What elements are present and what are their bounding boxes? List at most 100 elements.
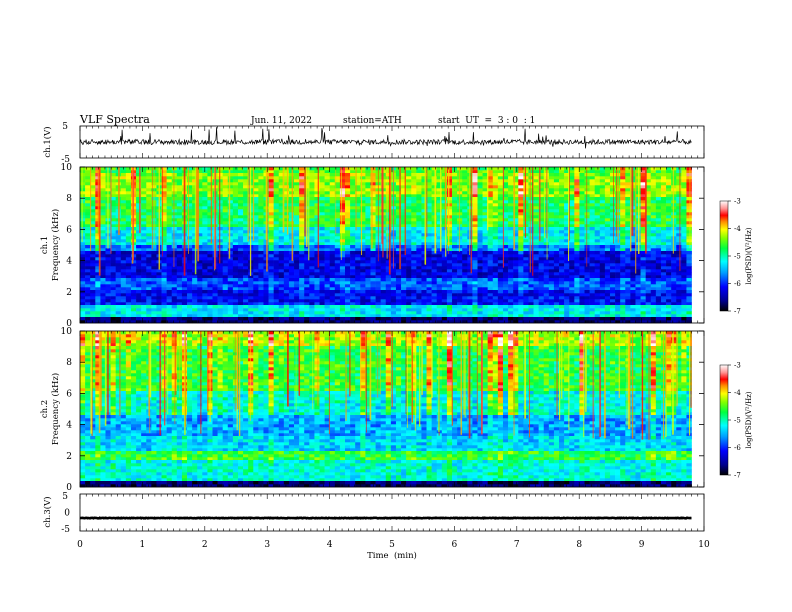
ch1-spec-cell bbox=[217, 194, 223, 198]
ch1-spec-cell bbox=[268, 209, 274, 213]
ch1-spec-cell bbox=[339, 266, 346, 270]
ch1-spec-cell bbox=[411, 206, 417, 210]
ch1-spec-cell bbox=[487, 230, 494, 234]
ch1-spec-cell bbox=[553, 263, 560, 267]
ch1-spec-cell bbox=[273, 221, 280, 225]
ch1-spec-cell bbox=[564, 194, 570, 198]
ch1-spec-cell bbox=[625, 248, 631, 252]
ch1-spec-cell bbox=[518, 266, 524, 270]
ch1-spec-cell bbox=[640, 206, 646, 210]
ch1-spec-cell bbox=[146, 248, 152, 252]
ch1-spec-cell bbox=[334, 209, 341, 213]
ch1-spec-cell bbox=[227, 218, 234, 222]
ch1-spec-cell bbox=[360, 260, 366, 264]
ch1-spec-cell bbox=[660, 245, 667, 249]
ch1-spec-cell bbox=[299, 263, 305, 267]
ch1-spec-cell bbox=[339, 239, 346, 243]
ch1-spec-cell bbox=[666, 197, 672, 201]
ch1-spec-cell bbox=[579, 176, 585, 180]
ch1-spec-cell bbox=[85, 188, 91, 192]
ch1-spec-cell bbox=[487, 227, 494, 231]
ch1-spec-cell bbox=[263, 239, 269, 243]
ch1-spec-cell bbox=[686, 245, 692, 249]
ch1-spec-cell bbox=[395, 269, 402, 273]
ch1-spec-cell bbox=[329, 179, 336, 183]
ch1-spec-cell bbox=[574, 194, 580, 198]
ch1-spec-cell bbox=[395, 260, 402, 264]
ch1-spec-cell bbox=[467, 245, 473, 249]
ch1-spec-cell bbox=[681, 170, 687, 174]
ch1-spec-cell bbox=[202, 197, 208, 201]
ch1-spec-cell bbox=[278, 185, 285, 189]
ch1-spec-cell bbox=[329, 242, 336, 246]
ch1-spec-cell bbox=[161, 236, 167, 240]
ch1-spec-cell bbox=[645, 239, 652, 243]
ch1-spec-cell bbox=[187, 266, 193, 270]
ch1-spec-cell bbox=[533, 248, 539, 252]
ch1-spec-cell bbox=[232, 257, 239, 261]
ch1-spec-cell bbox=[253, 254, 259, 258]
ch1-spec-cell bbox=[655, 182, 662, 186]
ch1-spec-cell bbox=[339, 254, 346, 258]
ch1-spec-cell bbox=[462, 206, 468, 210]
ch1-spec-cell bbox=[655, 206, 662, 210]
ch1-spec-cell bbox=[146, 227, 152, 231]
ch1-spec-cell bbox=[497, 221, 504, 225]
ch1-spec-cell bbox=[136, 185, 142, 189]
ch1-spec-cell bbox=[523, 257, 529, 261]
ch1-spec-cell bbox=[253, 233, 259, 237]
ch1-spec-cell bbox=[171, 242, 178, 246]
ch1-spec-cell bbox=[441, 272, 448, 276]
ch1-spec-cell bbox=[314, 185, 320, 189]
ch1-spec-cell bbox=[523, 212, 529, 216]
ch1-spec-cell bbox=[227, 212, 234, 216]
ch1-spec-cell bbox=[446, 233, 453, 237]
ch1-spec-cell bbox=[650, 275, 657, 279]
ch1-spec-cell bbox=[288, 260, 295, 264]
ch1-spec-cell bbox=[100, 203, 106, 207]
ch1-spec-cell bbox=[355, 209, 361, 213]
ch1-spec-cell bbox=[146, 212, 152, 216]
ch1-spec-cell bbox=[273, 245, 280, 249]
ch1-waveform-panel: 5 -5 ch.1(V) bbox=[42, 122, 705, 165]
ch1-spec-cell bbox=[640, 245, 646, 249]
ch1-spec-cell bbox=[161, 200, 167, 204]
ch1-spec-cell bbox=[339, 215, 346, 219]
ch1-spec-cell bbox=[344, 254, 351, 258]
ch1-spec-cell bbox=[660, 248, 667, 252]
ch1-spec-cell bbox=[686, 215, 692, 219]
ch1-spec-cell bbox=[146, 209, 152, 213]
ch1-spec-cell bbox=[431, 272, 438, 276]
ch1-spec-cell bbox=[324, 203, 331, 207]
ch1-spec-cell bbox=[110, 173, 116, 177]
ch1-spec-cell bbox=[441, 215, 448, 219]
ch1-spec-cell bbox=[329, 260, 336, 264]
ch1-spec-cell bbox=[436, 233, 443, 237]
ch1-spec-cell bbox=[90, 239, 96, 243]
ch1-spec-cell bbox=[197, 263, 203, 267]
ch1-spec-cell bbox=[192, 218, 198, 222]
ch1-spec-cell bbox=[370, 173, 376, 177]
ch1-spec-cell bbox=[176, 197, 183, 201]
ch1-spec-cell bbox=[426, 200, 432, 204]
ch1-spec-cell bbox=[538, 236, 545, 240]
ch1-spec-cell bbox=[655, 188, 662, 192]
ch1-spec-cell bbox=[487, 203, 494, 207]
ch1-spec-cell bbox=[599, 212, 606, 216]
ch1-spec-cell bbox=[319, 209, 325, 213]
ch1-spec-cell bbox=[660, 185, 667, 189]
ch1-spec-cell bbox=[457, 203, 463, 207]
ch1-spec-cell bbox=[411, 176, 417, 180]
ch1-spec-cell bbox=[579, 257, 585, 261]
ch1-spec-cell bbox=[452, 194, 458, 198]
ch1-spec-cell bbox=[125, 239, 132, 243]
ch1-spec-cell bbox=[166, 260, 173, 264]
ch1-spec-cell bbox=[559, 260, 565, 264]
ch1-spec-cell bbox=[564, 176, 570, 180]
ch1-spec-cell bbox=[543, 239, 550, 243]
ch1-spec-cell bbox=[355, 179, 361, 183]
ch1-spec-cell bbox=[197, 227, 203, 231]
ch1-spec-cell bbox=[523, 215, 529, 219]
ch1-spec-cell bbox=[161, 188, 167, 192]
ch1-spec-cell bbox=[350, 266, 356, 270]
